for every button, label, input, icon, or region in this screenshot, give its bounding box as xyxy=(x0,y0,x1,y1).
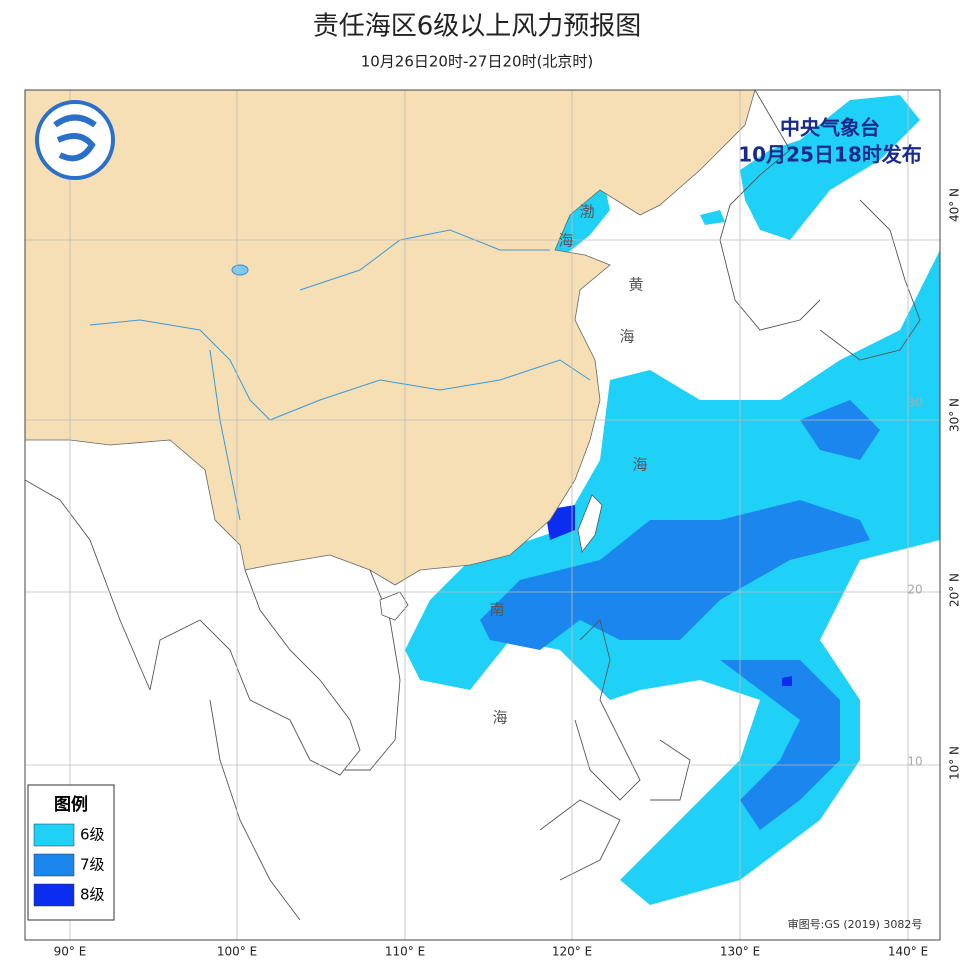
legend-title: 图例 xyxy=(54,794,88,815)
legend-swatch xyxy=(33,883,75,907)
longitude-label: 110° E xyxy=(385,945,425,959)
grid-value-label: 10 xyxy=(907,755,922,769)
logo xyxy=(35,100,115,180)
longitude-label: 130° E xyxy=(720,945,760,959)
graticule xyxy=(25,90,940,940)
grid-value-label: 30 xyxy=(907,396,922,410)
map-body xyxy=(25,90,940,940)
hainan xyxy=(379,591,409,621)
latitude-label: 30° N xyxy=(948,398,962,432)
legend-swatch xyxy=(33,853,75,877)
wind-area xyxy=(782,676,792,686)
sea-label: 海 xyxy=(632,456,647,474)
sea-label: 海 xyxy=(558,232,573,250)
issuer-time: 10月25日18时发布 xyxy=(738,143,922,167)
longitude-label: 140° E xyxy=(888,945,928,959)
longitude-label: 120° E xyxy=(552,945,592,959)
longitude-label: 100° E xyxy=(217,945,257,959)
wind-area xyxy=(720,660,840,830)
coastlines xyxy=(25,90,921,921)
longitude-label: 90° E xyxy=(54,945,87,959)
legend-swatch xyxy=(33,823,75,847)
grid-value-label: 20 xyxy=(907,583,922,597)
sea-label: 黄 xyxy=(628,276,643,294)
wind-area xyxy=(700,210,725,225)
map-frame xyxy=(24,89,941,941)
latitude-label: 10° N xyxy=(948,746,962,780)
latitude-label: 20° N xyxy=(948,573,962,607)
china-land xyxy=(25,90,756,586)
subtitle: 10月26日20时-27日20时(北京时) xyxy=(361,53,594,71)
sea-label: 渤 xyxy=(579,203,594,221)
legend-label: 8级 xyxy=(80,886,105,904)
lake xyxy=(231,264,249,276)
approval-number: 审图号:GS (2019) 3082号 xyxy=(788,917,923,931)
legend: 图例 6级 7级 8级 xyxy=(27,784,115,921)
wind-areas xyxy=(405,95,940,905)
legend-label: 6级 xyxy=(80,826,105,844)
sea-label: 南 xyxy=(489,601,504,619)
wind-area xyxy=(740,95,920,240)
wind-area xyxy=(800,400,880,460)
legend-label: 7级 xyxy=(80,856,105,874)
rivers xyxy=(89,229,591,521)
issuer-name: 中央气象台 xyxy=(780,116,880,140)
latitude-label: 40° N xyxy=(948,188,962,222)
wind-area xyxy=(480,500,870,650)
sea-label: 海 xyxy=(619,328,634,346)
sea-label: 海 xyxy=(492,709,507,727)
taiwan xyxy=(577,494,603,553)
title: 责任海区6级以上风力预报图 xyxy=(313,12,642,42)
